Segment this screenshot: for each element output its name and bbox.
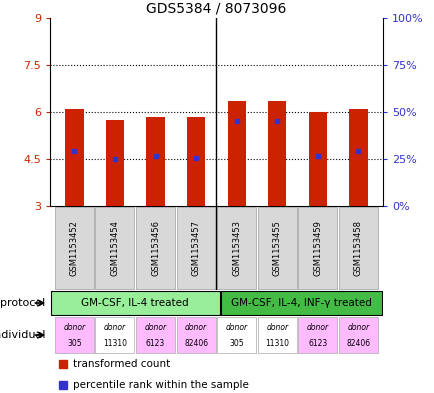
Text: donor: donor [184, 323, 207, 332]
Text: GSM1153454: GSM1153454 [110, 220, 119, 276]
Text: 6123: 6123 [145, 339, 165, 348]
FancyBboxPatch shape [338, 207, 377, 289]
FancyBboxPatch shape [176, 317, 215, 353]
Title: GDS5384 / 8073096: GDS5384 / 8073096 [146, 1, 286, 15]
Text: donor: donor [347, 323, 368, 332]
Bar [65, 109, 83, 206]
Text: GM-CSF, IL-4 treated: GM-CSF, IL-4 treated [81, 298, 189, 308]
Text: percentile rank within the sample: percentile rank within the sample [73, 380, 249, 390]
FancyBboxPatch shape [257, 317, 296, 353]
Text: donor: donor [144, 323, 166, 332]
Text: GSM1153459: GSM1153459 [312, 220, 322, 276]
Text: transformed count: transformed count [73, 358, 170, 369]
FancyBboxPatch shape [136, 317, 174, 353]
Text: GSM1153457: GSM1153457 [191, 220, 200, 276]
Text: GSM1153452: GSM1153452 [70, 220, 79, 276]
Text: 11310: 11310 [103, 339, 127, 348]
Bar [227, 101, 245, 206]
FancyBboxPatch shape [55, 207, 94, 289]
Text: donor: donor [306, 323, 328, 332]
FancyBboxPatch shape [95, 207, 134, 289]
Bar [187, 117, 205, 206]
FancyBboxPatch shape [95, 317, 134, 353]
Text: donor: donor [63, 323, 85, 332]
FancyBboxPatch shape [298, 317, 337, 353]
Text: GM-CSF, IL-4, INF-γ treated: GM-CSF, IL-4, INF-γ treated [230, 298, 371, 308]
FancyBboxPatch shape [338, 317, 377, 353]
FancyBboxPatch shape [221, 291, 381, 315]
Text: 305: 305 [229, 339, 243, 348]
Text: donor: donor [266, 323, 288, 332]
Bar [105, 120, 124, 206]
FancyBboxPatch shape [55, 317, 94, 353]
FancyBboxPatch shape [298, 207, 337, 289]
Bar [308, 112, 326, 206]
Text: 82406: 82406 [184, 339, 208, 348]
FancyBboxPatch shape [51, 291, 219, 315]
FancyBboxPatch shape [217, 317, 256, 353]
Text: protocol: protocol [0, 298, 46, 308]
Text: individual: individual [0, 330, 46, 340]
Text: 11310: 11310 [265, 339, 289, 348]
Text: GSM1153456: GSM1153456 [151, 220, 160, 276]
Text: GSM1153453: GSM1153453 [232, 220, 240, 276]
Bar [349, 109, 367, 206]
FancyBboxPatch shape [176, 207, 215, 289]
FancyBboxPatch shape [217, 207, 256, 289]
Bar [146, 117, 164, 206]
Text: 6123: 6123 [308, 339, 327, 348]
Text: donor: donor [225, 323, 247, 332]
Text: 82406: 82406 [345, 339, 370, 348]
FancyBboxPatch shape [136, 207, 174, 289]
Text: donor: donor [104, 323, 126, 332]
FancyBboxPatch shape [257, 207, 296, 289]
Bar [267, 101, 286, 206]
Text: 305: 305 [67, 339, 82, 348]
Text: GSM1153458: GSM1153458 [353, 220, 362, 276]
Text: GSM1153455: GSM1153455 [272, 220, 281, 276]
